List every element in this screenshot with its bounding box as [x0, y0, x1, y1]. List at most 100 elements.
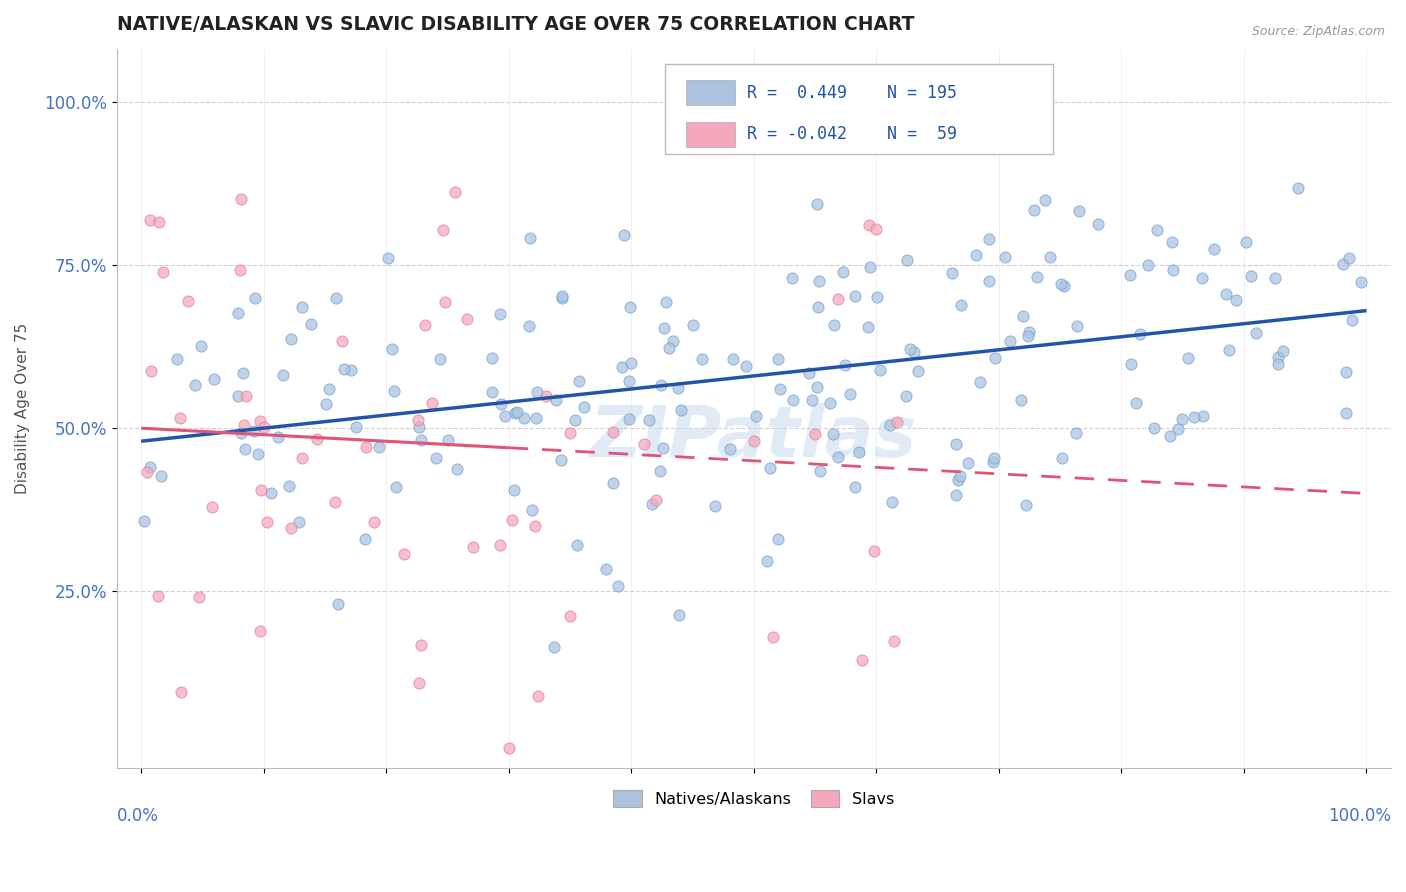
Point — [353, 533, 375, 547]
Point — [761, 630, 783, 644]
Point — [280, 521, 302, 535]
Point — [977, 275, 1000, 289]
Point — [1146, 222, 1168, 236]
Point — [869, 362, 891, 376]
FancyBboxPatch shape — [686, 80, 735, 105]
Point — [235, 389, 257, 403]
Point — [523, 519, 546, 533]
Point — [1159, 428, 1181, 442]
Point — [644, 493, 666, 508]
Point — [456, 311, 478, 326]
Point — [1267, 357, 1289, 371]
Point — [1017, 328, 1039, 343]
Point — [568, 374, 591, 388]
Point — [135, 465, 157, 479]
Point — [1272, 343, 1295, 358]
Point — [503, 406, 526, 420]
Point — [481, 351, 503, 365]
Point — [139, 459, 162, 474]
Point — [463, 541, 485, 555]
Point — [807, 301, 830, 315]
Point — [1039, 250, 1062, 264]
Point — [249, 624, 271, 638]
Point — [253, 420, 276, 434]
Point — [250, 483, 273, 497]
Point — [187, 590, 209, 604]
Point — [945, 488, 967, 502]
Point — [945, 437, 967, 451]
Point — [946, 473, 969, 487]
Point — [1341, 313, 1364, 327]
Point — [690, 352, 713, 367]
Point — [280, 332, 302, 346]
Point — [245, 291, 267, 305]
Point — [354, 440, 377, 454]
Point — [524, 410, 547, 425]
Point — [827, 450, 849, 464]
Point — [501, 513, 523, 527]
Point — [651, 441, 673, 455]
Point — [810, 464, 832, 478]
Point — [721, 352, 744, 367]
Point — [550, 291, 572, 305]
Point — [149, 469, 172, 483]
Point — [1024, 202, 1046, 217]
Point — [602, 476, 624, 491]
Point — [1143, 420, 1166, 434]
Point — [1331, 257, 1354, 271]
Point — [1050, 451, 1073, 466]
Point — [1264, 271, 1286, 285]
Point — [1337, 251, 1360, 265]
Point — [1066, 319, 1088, 334]
Point — [494, 409, 516, 423]
Point — [318, 382, 340, 396]
Point — [801, 393, 824, 408]
Point — [1129, 327, 1152, 342]
Point — [661, 334, 683, 348]
Point — [1225, 293, 1247, 308]
Point — [865, 222, 887, 236]
Point — [434, 295, 457, 310]
Point — [848, 445, 870, 459]
Point — [808, 274, 831, 288]
Point — [502, 483, 524, 497]
Point — [769, 382, 792, 396]
Point — [368, 440, 391, 454]
Point — [994, 251, 1017, 265]
Point — [432, 223, 454, 237]
Point — [513, 411, 536, 425]
Point — [941, 266, 963, 280]
Point — [1286, 180, 1309, 194]
Point — [863, 543, 886, 558]
Point — [243, 424, 266, 438]
Point — [655, 295, 678, 310]
Point — [950, 298, 973, 312]
Point — [328, 597, 350, 611]
Point — [307, 433, 329, 447]
Point — [517, 319, 540, 334]
Point — [1035, 193, 1057, 207]
Point — [668, 607, 690, 622]
Point — [1191, 270, 1213, 285]
Point — [844, 289, 866, 303]
Point — [139, 213, 162, 227]
Point — [558, 608, 581, 623]
Point — [617, 374, 640, 388]
Point — [444, 185, 467, 199]
Point — [858, 219, 880, 233]
Point — [949, 468, 972, 483]
Point — [1119, 268, 1142, 282]
Point — [831, 265, 853, 279]
Y-axis label: Disability Age Over 75: Disability Age Over 75 — [15, 323, 30, 494]
Point — [969, 375, 991, 389]
Point — [260, 486, 283, 500]
Point — [613, 228, 636, 243]
Point — [323, 495, 346, 509]
Point — [619, 301, 641, 315]
Point — [879, 417, 901, 432]
Point — [633, 436, 655, 450]
Point — [408, 675, 430, 690]
Point — [766, 352, 789, 367]
Point — [543, 640, 565, 654]
Point — [1239, 268, 1261, 283]
